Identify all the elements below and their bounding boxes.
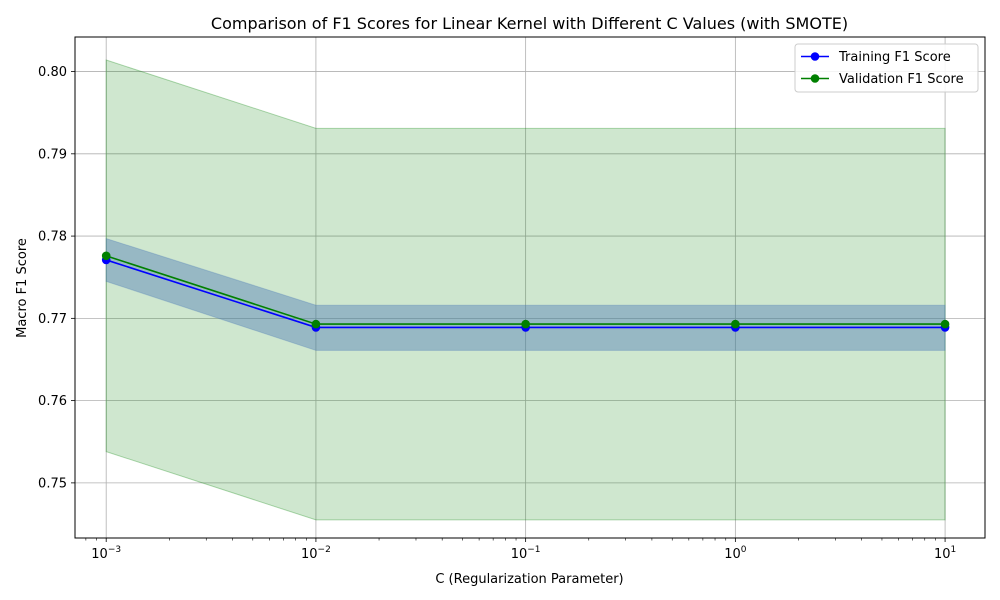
legend: Training F1 Score Validation F1 Score [794,43,979,93]
y-tick-label: 0.77 [38,312,67,327]
data-point-validation [101,251,111,261]
legend-box [794,43,979,93]
y-tick-label: 0.76 [38,394,67,409]
plot-area: 0.75 0.76 0.77 0.78 0.79 0.80 10−3 10−2 10−1 100 1… [38,36,986,562]
y-axis-label: Macro F1 Score [15,238,30,338]
data-point-validation [521,319,530,329]
x-tick-label: 10−2 [301,545,331,562]
y-tick-label: 0.78 [38,230,67,245]
data-point-validation [940,319,950,329]
chart-title: Comparison of F1 Scores for Linear Kerne… [211,14,848,33]
x-tick-label: 10−1 [511,545,541,562]
legend-label: Validation F1 Score [839,72,964,87]
plot-frame [74,36,986,539]
y-tick-label: 0.79 [38,147,67,162]
y-tick-label: 0.80 [38,65,67,80]
x-tick-label: 10−3 [91,545,121,562]
legend-marker [810,74,820,83]
legend-marker [810,52,820,61]
y-tick-label: 0.75 [38,476,67,491]
data-point-validation [731,319,740,329]
x-tick-label: 101 [934,545,956,562]
x-axis-label: C (Regularization Parameter) [435,572,623,587]
data-point-validation [311,319,321,329]
legend-label: Training F1 Score [838,50,951,65]
x-tick-label: 100 [724,545,747,562]
confidence-band-validation [105,59,946,521]
